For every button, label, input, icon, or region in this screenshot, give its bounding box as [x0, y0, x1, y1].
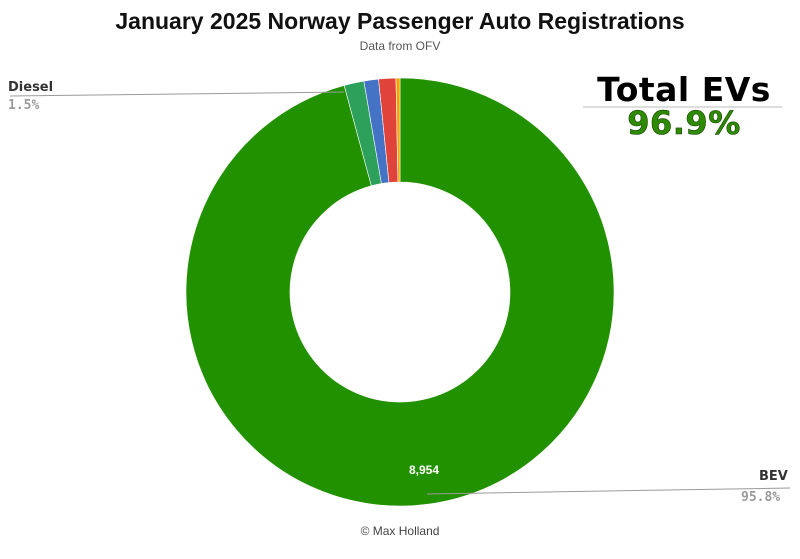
callout-line-diesel: [9, 91, 345, 97]
data-label-bev: 8,954: [409, 463, 439, 477]
total-evs-label: Total EVs: [597, 70, 771, 109]
callout-line-bev: [426, 487, 791, 495]
total-evs-value: 96.9%: [627, 104, 741, 143]
credit-text: © Max Holland: [360, 524, 440, 538]
chart-subtitle: Data from OFV: [359, 39, 441, 53]
callout-bev-name: BEV: [759, 469, 788, 484]
callout-diesel-pct: 1.5%: [8, 98, 40, 113]
donut-slice-bev: [185, 77, 615, 507]
callout-diesel-name: Diesel: [8, 80, 54, 95]
chart-title: January 2025 Norway Passenger Auto Regis…: [115, 8, 685, 34]
callout-bev-pct: 95.8%: [741, 490, 781, 505]
donut-slice-other-4: [395, 77, 401, 183]
donut-slices: [185, 77, 615, 507]
